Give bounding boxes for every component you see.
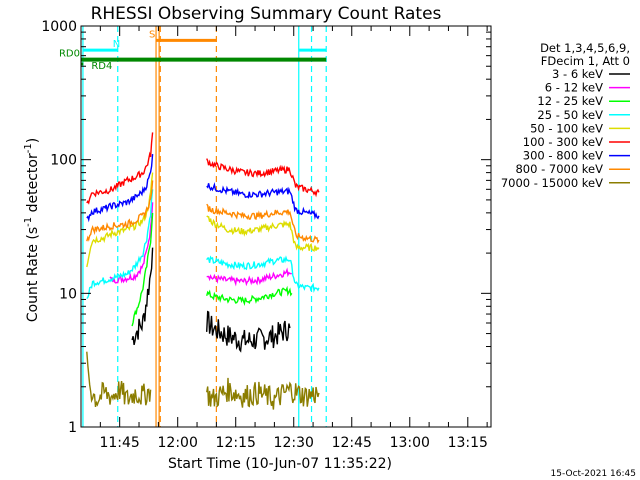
series-line-7-1 <box>206 203 320 244</box>
series-line-8-1 <box>206 377 320 410</box>
series-line-4-0 <box>86 172 154 268</box>
series-line-5-1 <box>206 158 320 198</box>
legend-label-1: 6 - 12 keV <box>545 81 603 95</box>
x-tick-label-1: 12:00 <box>158 435 198 451</box>
y-tick-label-3: 1000 <box>41 19 77 35</box>
series-line-7-0 <box>86 180 154 242</box>
y-axis-label-sup1: -1 <box>23 217 34 227</box>
y-axis-label-sup2: -1 <box>23 143 34 153</box>
series-line-5-0 <box>86 132 154 205</box>
legend-label-3: 25 - 50 keV <box>537 108 603 122</box>
series-line-4-1 <box>206 215 320 253</box>
x-tick-label-4: 12:45 <box>332 435 372 451</box>
series-line-2-0 <box>131 212 154 327</box>
legend-header-1: FDecim 1, Att 0 <box>541 54 630 68</box>
legend-label-7: 800 - 7000 keV <box>515 162 603 176</box>
series-line-8-0 <box>86 351 152 408</box>
y-axis-label: Count Rate (s-1 detector-1) <box>23 138 41 322</box>
legend-label-8: 7000 - 15000 keV <box>501 176 603 190</box>
x-axis-label: Start Time (10-Jun-07 11:35:22) <box>168 456 392 472</box>
legend-label-2: 12 - 25 keV <box>537 94 603 108</box>
legend: Det 1,3,4,5,6,9,FDecim 1, Att 03 - 6 keV… <box>501 41 630 190</box>
chart-title: RHESSI Observing Summary Count Rates <box>91 4 442 24</box>
legend-header-0: Det 1,3,4,5,6,9, <box>540 41 630 55</box>
legend-label-5: 100 - 300 keV <box>523 135 603 149</box>
y-axis-label-end: ) <box>25 138 41 143</box>
series-line-2-1 <box>206 285 293 306</box>
status-bar-label-1: S <box>149 29 155 40</box>
axes: 1 10 100 1000 11:45 12:00 12:15 12:30 12:45 13:00… <box>41 19 492 451</box>
x-tick-label-5: 13:00 <box>390 435 430 451</box>
status-bar-label-2: RD0 <box>59 49 80 60</box>
legend-label-4: 50 - 100 keV <box>530 121 603 135</box>
series-line-6-1 <box>206 181 320 220</box>
series-line-0-1 <box>206 310 291 353</box>
y-tick-label-1: 10 <box>59 286 77 302</box>
x-tick-label-0: 11:45 <box>99 435 139 451</box>
x-tick-label-3: 12:30 <box>274 435 314 451</box>
status-bar-label-0: N <box>113 39 120 50</box>
timestamp: 15-Oct-2021 16:45 <box>551 469 636 479</box>
series-line-1-1 <box>206 267 293 287</box>
series-line-3-0 <box>86 189 154 300</box>
status-bar-label-3: RD4 <box>91 61 112 72</box>
plot-frame <box>80 25 492 428</box>
plot-area: N S RD0 RD4 <box>59 26 327 427</box>
y-axis-label-mid: detector <box>25 153 41 217</box>
x-tick-label-6: 13:15 <box>448 435 488 451</box>
x-tick-label-2: 12:15 <box>216 435 256 451</box>
series-line-1-0 <box>109 202 154 284</box>
legend-label-0: 3 - 6 keV <box>552 67 603 81</box>
y-tick-label-2: 100 <box>50 153 77 169</box>
series-line-0-0 <box>131 247 154 346</box>
series-line-6-0 <box>86 154 154 223</box>
y-tick-label-0: 1 <box>68 420 77 436</box>
series-line-3-1 <box>206 255 320 293</box>
y-axis-label-main: Count Rate (s <box>25 227 41 322</box>
legend-label-6: 300 - 800 keV <box>523 149 603 163</box>
